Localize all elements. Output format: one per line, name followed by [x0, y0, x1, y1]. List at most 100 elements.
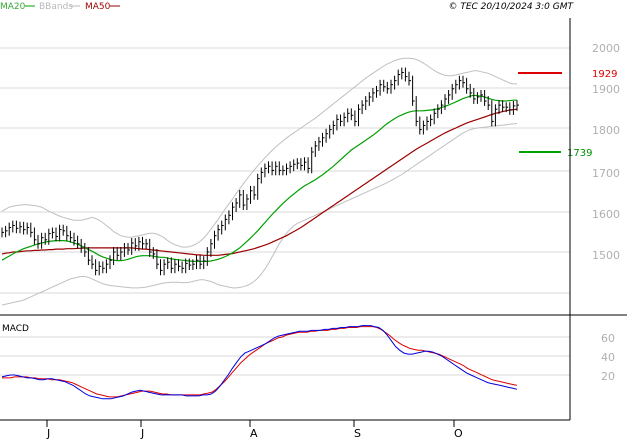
price-bar: [401, 67, 404, 80]
y-tick-2000: 2000: [592, 42, 620, 55]
legend-ma20-label: MA20: [0, 2, 26, 12]
price-bar: [293, 159, 296, 172]
price-bar: [181, 261, 185, 274]
price-bar: [498, 100, 501, 115]
price-bar: [142, 236, 145, 249]
price-bar: [451, 83, 455, 100]
price-bar: [376, 85, 379, 98]
price-bar: [246, 194, 249, 210]
price-bar: [512, 101, 516, 115]
price-bar: [350, 108, 354, 121]
price-bar: [275, 161, 278, 176]
price-bar: [383, 79, 386, 92]
bbands-upper-line: [1, 57, 517, 248]
price-bar: [105, 259, 109, 274]
price-bar: [44, 232, 48, 245]
price-bar: [203, 256, 206, 270]
price-bar: [422, 120, 426, 135]
price-bar: [178, 259, 181, 272]
price-bar: [55, 227, 58, 242]
price-bar: [462, 75, 465, 88]
price-bar: [502, 100, 505, 113]
price-bar: [51, 227, 55, 239]
price-bar: [264, 163, 267, 178]
price-bar: [271, 161, 275, 176]
ma20-line: [1, 94, 517, 262]
price-bar: [145, 238, 149, 249]
price-bar: [221, 220, 224, 235]
price-bar: [250, 185, 253, 204]
price-bar: [394, 75, 397, 90]
price-bar: [329, 124, 332, 139]
price-bar: [224, 214, 228, 231]
price-bar: [217, 224, 221, 241]
macd-line: [1, 325, 518, 400]
price-bar: [480, 90, 483, 102]
x-label-august: A: [250, 427, 258, 440]
macd-tick-40: 40: [601, 351, 615, 364]
price-bar: [440, 100, 444, 115]
price-bar: [412, 75, 415, 106]
price-bar: [210, 238, 213, 257]
price-bar: [48, 228, 51, 245]
y-tick-1900: 1900: [592, 83, 620, 96]
price-bar: [102, 261, 105, 274]
price-bar: [379, 79, 383, 96]
price-bar: [15, 220, 19, 234]
macd-lines: [1, 325, 518, 400]
price-bar: [491, 100, 494, 127]
price-bar: [174, 259, 177, 274]
price-bar: [73, 232, 76, 246]
moving-averages: [1, 94, 518, 262]
price-bar: [41, 232, 44, 249]
x-label-october: O: [454, 427, 463, 440]
y-tick-1600: 1600: [592, 208, 620, 221]
price-bar: [242, 190, 246, 210]
price-bar: [484, 90, 487, 106]
bollinger-bands: [1, 57, 518, 306]
price-bar: [347, 108, 350, 123]
price-bar: [69, 230, 73, 243]
price-bar: [433, 108, 437, 125]
price-bar: [87, 247, 91, 266]
price-bar: [156, 249, 159, 270]
macd-tick-60: 60: [601, 332, 615, 345]
price-bar: [192, 259, 195, 270]
price-bar: [448, 90, 451, 104]
y-tick-1700: 1700: [592, 167, 620, 180]
price-bar: [228, 210, 231, 225]
price-bar: [296, 158, 300, 170]
price-bar: [505, 102, 509, 113]
price-bar: [419, 116, 422, 135]
price-bar: [120, 247, 123, 261]
price-bar: [77, 235, 80, 249]
macd-y-axis: 60 40 20: [601, 332, 615, 383]
price-bar: [354, 110, 357, 127]
price-bar: [311, 147, 314, 174]
price-bar: [408, 71, 411, 86]
macd-signal-line: [2, 326, 518, 398]
price-bar: [368, 92, 372, 106]
price-bar: [131, 238, 134, 255]
price-bar: [113, 247, 116, 266]
price-bar: [458, 75, 462, 90]
price-bar: [127, 243, 130, 255]
price-bar: [95, 259, 98, 276]
y-tick-1500: 1500: [592, 249, 620, 262]
price-bar: [278, 161, 282, 176]
price-bar: [84, 243, 87, 257]
price-bars: [1, 67, 519, 276]
price-bar: [444, 94, 447, 110]
bbands-lower-line: [1, 123, 518, 306]
x-label-july: J: [140, 427, 144, 440]
price-bar: [260, 167, 264, 184]
price-bar: [109, 255, 112, 270]
price-bar: [170, 257, 174, 274]
price-bar: [415, 96, 419, 127]
price-bar: [322, 132, 325, 147]
macd-tick-20: 20: [601, 370, 615, 383]
price-bar: [358, 104, 361, 127]
price-bar: [1, 227, 4, 238]
ma50-line: [1, 108, 518, 256]
